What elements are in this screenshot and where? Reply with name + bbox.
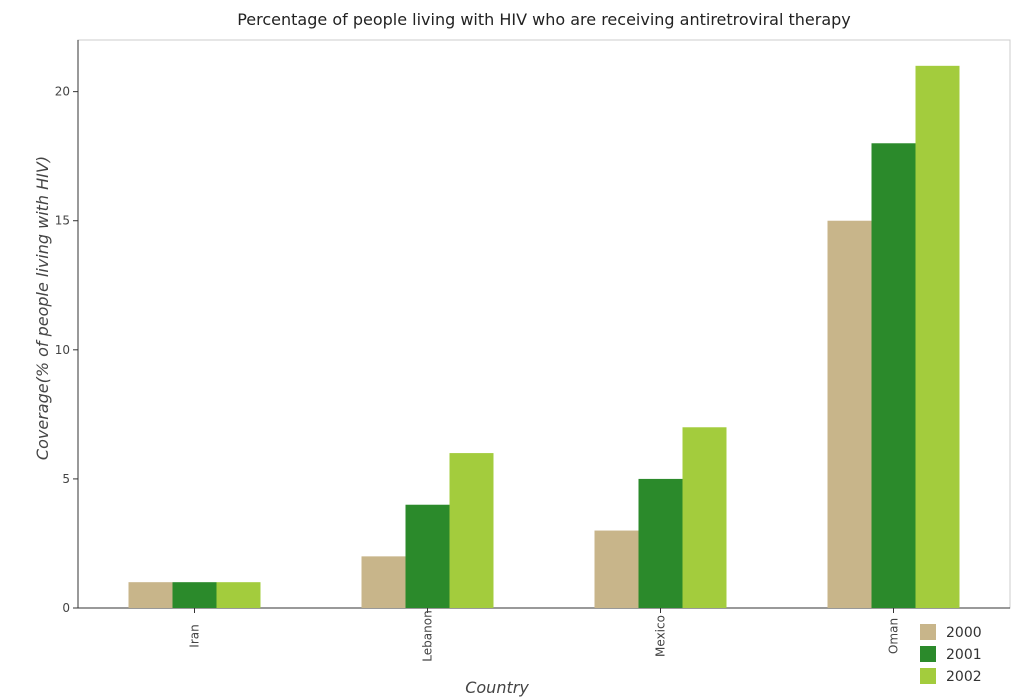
bar-2002-iran xyxy=(216,582,261,608)
plot-area: 0 5 10 15 20 Iran Lebanon Mexico Oman xyxy=(55,39,1011,662)
y-tick-label: 5 xyxy=(62,472,70,486)
chart-title: Percentage of people living with HIV who… xyxy=(237,10,851,29)
bar-2001-lebanon xyxy=(405,504,450,608)
bar-2000-mexico xyxy=(594,530,639,608)
x-tick-label: Oman xyxy=(887,618,901,654)
bar-2000-lebanon xyxy=(361,556,406,608)
legend: 2000 2001 2002 xyxy=(920,624,982,685)
legend-label-2001: 2001 xyxy=(946,647,982,663)
bar-2000-iran xyxy=(128,582,173,608)
bar-2002-lebanon xyxy=(449,453,494,608)
y-tick-label: 0 xyxy=(62,601,70,615)
legend-swatch-2001 xyxy=(920,646,936,662)
y-tick-label: 10 xyxy=(55,343,70,357)
bar-2001-mexico xyxy=(638,478,683,608)
y-axis-label: Coverage(% of people living with HIV) xyxy=(33,156,52,460)
legend-swatch-2000 xyxy=(920,624,936,640)
x-axis-label: Country xyxy=(465,678,529,697)
legend-swatch-2002 xyxy=(920,668,936,684)
bar-2002-oman xyxy=(915,65,960,609)
bar-2002-mexico xyxy=(682,427,727,608)
legend-label-2000: 2000 xyxy=(946,625,982,641)
bar-2000-oman xyxy=(827,220,872,608)
y-tick-label: 20 xyxy=(55,85,70,99)
legend-label-2002: 2002 xyxy=(946,669,982,685)
x-tick-label: Iran xyxy=(188,624,202,647)
x-tick-label: Lebanon xyxy=(421,610,435,661)
bar-2001-oman xyxy=(871,143,916,609)
x-tick-label: Mexico xyxy=(654,615,668,657)
y-tick-label: 15 xyxy=(55,214,70,228)
bar-2001-iran xyxy=(172,582,217,608)
